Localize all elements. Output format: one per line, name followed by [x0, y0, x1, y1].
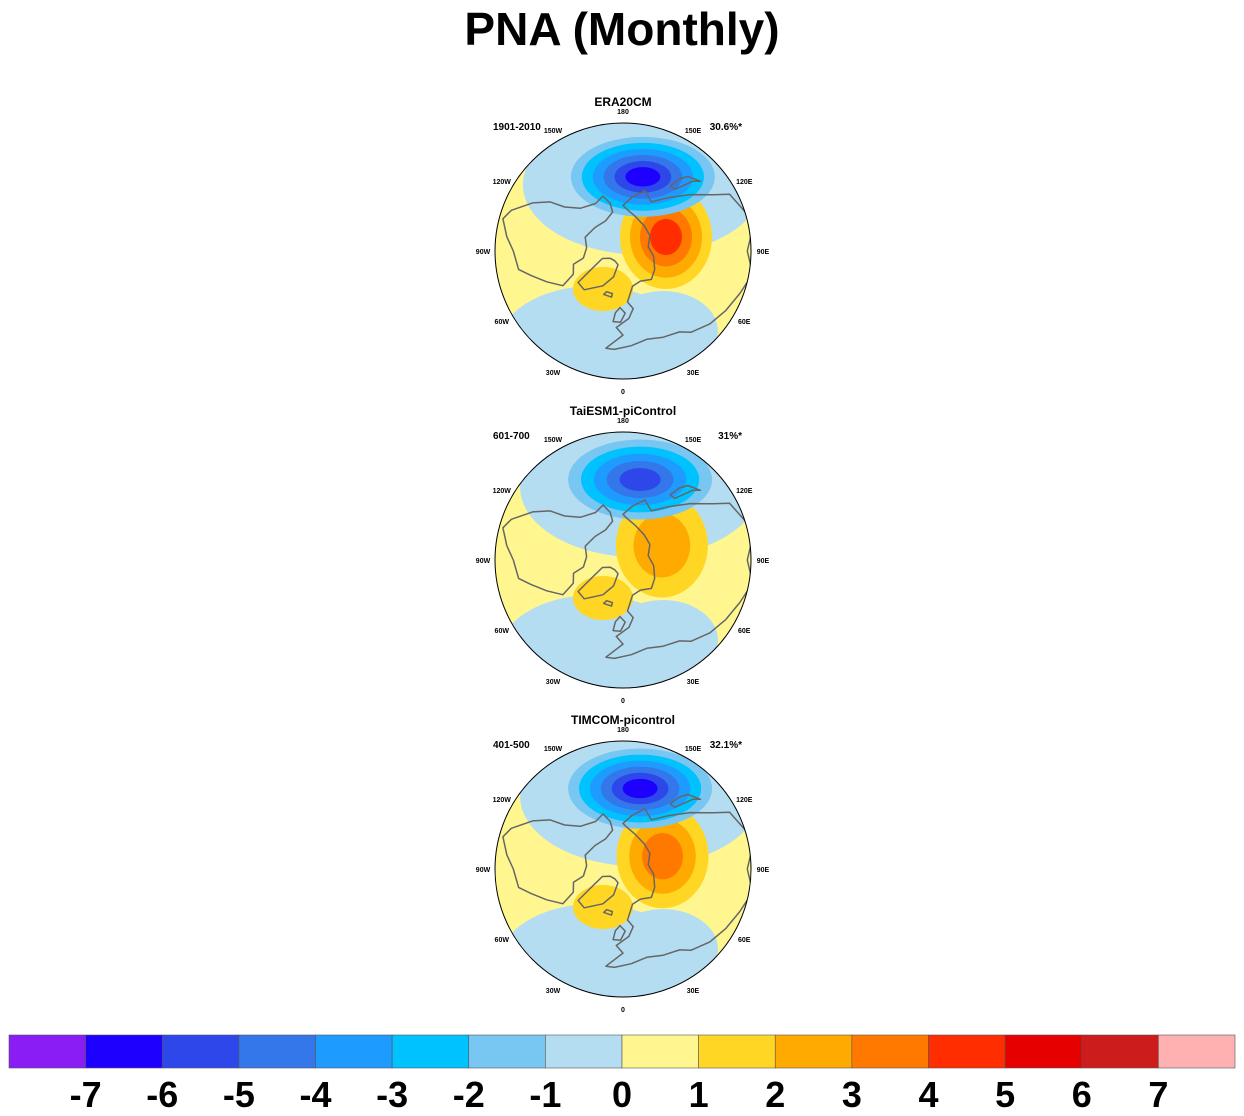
colorbar-label: 5	[995, 1074, 1015, 1115]
colorbar-label: -6	[146, 1074, 178, 1115]
map-panel: ERA20CM 1901-2010 30.6%* 180 150E 120E 90E 60E 3…	[476, 95, 770, 396]
lon-label: 60E	[738, 628, 751, 635]
colorbar-label: 7	[1148, 1074, 1168, 1115]
colorbar-bin	[851, 1034, 929, 1069]
colorbar-bin	[1081, 1034, 1159, 1069]
lon-label: 120E	[736, 797, 753, 804]
lon-label: 120W	[493, 488, 512, 495]
lon-label: 60W	[495, 937, 510, 944]
panel-variance: 31%*	[718, 431, 742, 442]
colorbar-bin	[315, 1034, 393, 1069]
panel-period: 401-500	[493, 740, 530, 751]
lon-label: 150W	[544, 746, 563, 753]
colorbar-bin	[468, 1034, 546, 1069]
map-panel: TaiESM1-piControl 601-700 31%* 180 150E 120E 9…	[476, 404, 770, 705]
lon-label: 150W	[544, 437, 563, 444]
lon-label: 120W	[493, 179, 512, 186]
colorbar-label: -3	[376, 1074, 408, 1115]
colorbar-bin	[85, 1034, 163, 1069]
lon-label: 0	[621, 698, 625, 705]
lon-label: 120W	[493, 797, 512, 804]
colorbar-bin	[621, 1034, 699, 1069]
colorbar-bin	[1004, 1034, 1083, 1069]
colorbar-label: 6	[1072, 1074, 1092, 1115]
contour-field	[495, 741, 751, 997]
colorbar-label: 3	[842, 1074, 862, 1115]
contour-field	[495, 432, 751, 688]
lon-label: 30W	[546, 679, 561, 686]
colorbar-label: 4	[918, 1074, 938, 1115]
colorbar-bin	[774, 1034, 853, 1069]
colorbar-label: -4	[299, 1074, 331, 1115]
panel-period: 1901-2010	[493, 122, 541, 133]
lon-label: 120E	[736, 179, 753, 186]
colorbar-label: 2	[765, 1074, 785, 1115]
lon-label: 90W	[476, 867, 491, 874]
colorbar-bin	[391, 1034, 470, 1069]
colorbar-label: 1	[689, 1074, 709, 1115]
lon-label: 180	[617, 727, 629, 734]
colorbar-bin	[698, 1034, 776, 1069]
figure-title: PNA (Monthly)	[464, 3, 780, 55]
colorbar-bin	[928, 1034, 1006, 1069]
colorbar-bin	[8, 1034, 86, 1069]
colorbar-bin	[1158, 1034, 1236, 1069]
map-panel: TIMCOM-picontrol 401-500 32.1%* 180 150E 120E…	[476, 713, 770, 1014]
lon-label: 150E	[685, 128, 702, 135]
lon-label: 30E	[687, 679, 700, 686]
colorbar: -7 -6 -5 -4 -3 -2 -1 0 1 2 3 4 5 6 7	[8, 1034, 1236, 1115]
lon-label: 90E	[757, 249, 770, 256]
map-boundary	[494, 431, 752, 689]
map-boundary	[494, 740, 752, 998]
colorbar-label: -1	[529, 1074, 561, 1115]
lon-label: 0	[621, 389, 625, 396]
colorbar-label: -7	[70, 1074, 102, 1115]
panel-period: 601-700	[493, 431, 530, 442]
colorbar-label: -2	[453, 1074, 485, 1115]
colorbar-bin	[161, 1034, 240, 1069]
panel-title: ERA20CM	[594, 95, 651, 109]
lon-label: 180	[617, 418, 629, 425]
panel-title: TIMCOM-picontrol	[571, 713, 675, 727]
lon-label: 0	[621, 1007, 625, 1014]
lon-label: 30E	[687, 988, 700, 995]
lon-label: 150E	[685, 746, 702, 753]
panel-variance: 30.6%*	[710, 122, 742, 133]
colorbar-label: -5	[223, 1074, 255, 1115]
lon-label: 90W	[476, 558, 491, 565]
lon-label: 90E	[757, 867, 770, 874]
lon-label: 120E	[736, 488, 753, 495]
map-boundary	[494, 122, 752, 380]
colorbar-label: 0	[612, 1074, 632, 1115]
colorbar-bin	[238, 1034, 316, 1069]
lon-label: 30W	[546, 988, 561, 995]
lon-label: 90W	[476, 249, 491, 256]
panel-variance: 32.1%*	[710, 740, 742, 751]
lon-label: 30W	[546, 370, 561, 377]
lon-label: 150E	[685, 437, 702, 444]
lon-label: 60E	[738, 937, 751, 944]
panel-title: TaiESM1-piControl	[570, 404, 676, 418]
lon-label: 60W	[495, 628, 510, 635]
lon-label: 150W	[544, 128, 563, 135]
lon-label: 60W	[495, 319, 510, 326]
colorbar-bin	[545, 1034, 623, 1069]
lon-label: 60E	[738, 319, 751, 326]
lon-label: 90E	[757, 558, 770, 565]
lon-label: 30E	[687, 370, 700, 377]
lon-label: 180	[617, 109, 629, 116]
